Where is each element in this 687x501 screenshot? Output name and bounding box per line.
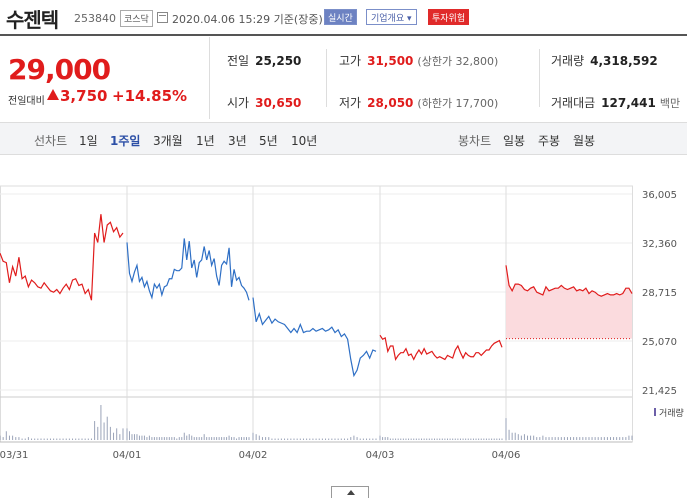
expand-chart-button[interactable] [331,486,369,498]
divider [539,49,540,107]
stat-high: 고가 31,500 (상한가 32,800) [339,52,498,69]
tab-monthly-candle[interactable]: 월봉 [573,134,596,148]
upper-limit: (상한가 32,800) [417,55,499,68]
stock-title-bar: 수젠텍 253840 코스닥 2020.04.06 15:29 기준(장중) 실… [0,0,687,36]
divider [326,49,327,107]
tab-1-week[interactable]: 1주일 [110,134,141,148]
x-tick-label: 04/03 [366,450,395,461]
stat-label: 저가 [339,96,362,110]
y-tick-label: 28,715 [642,288,677,299]
stock-code: 253840 [74,12,116,25]
stat-label: 시가 [227,96,250,110]
chart-period-tabs: 선차트 1일 1주일 3개월 1년 3년 5년 10년 봉차트 일봉 주봉 월봉 [0,122,687,155]
stat-value: 127,441 [601,96,656,110]
x-tick-label: 03/31 [0,450,28,461]
x-tick-label: 04/01 [113,450,142,461]
y-tick-label: 21,425 [642,386,677,397]
timestamp: 2020.04.06 15:29 기준(장중) [172,13,323,26]
stat-value: 4,318,592 [590,54,658,68]
tab-1-year[interactable]: 1년 [196,134,215,148]
stat-label: 거래대금 [551,96,596,110]
stat-value: 28,050 [367,96,414,110]
change-amount: 3,750 [60,87,108,105]
tab-weekly-candle[interactable]: 주봉 [538,134,561,148]
tab-3-year[interactable]: 3년 [228,134,247,148]
stat-low: 저가 28,050 (하한가 17,700) [339,94,498,111]
market-badge: 코스닥 [120,10,153,27]
y-tick-label: 32,360 [642,239,677,250]
volume-legend-label: 거래량 [659,407,684,419]
tab-daily-candle[interactable]: 일봉 [503,134,526,148]
line-chart-label: 선차트 [34,134,68,148]
triangle-up-icon [47,89,59,100]
stat-value: 31,500 [367,54,414,68]
price-line-04-06 [505,265,633,297]
stat-prev-close: 전일 25,250 [227,52,301,69]
price-line-04-01 [126,238,250,301]
tab-10-year[interactable]: 10년 [291,134,318,148]
calendar-icon [157,12,168,23]
stat-value: 30,650 [255,96,302,110]
current-price: 29,000 [8,53,111,86]
stat-volume: 거래량 4,318,592 [551,52,658,69]
stat-open: 시가 30,650 [227,94,301,111]
y-tick-label: 36,005 [642,190,677,201]
amount-unit: 백만 [659,97,681,110]
today-area-fill [506,265,632,339]
stat-label: 전일 [227,54,250,68]
price-line-04-03 [379,334,503,362]
company-overview-dropdown[interactable]: 기업개요 ▾ [366,9,417,25]
stat-label: 고가 [339,54,362,68]
y-tick-label: 25,070 [642,337,677,348]
change-label: 전일대비 [8,96,45,107]
candle-chart-label: 봉차트 [458,134,492,148]
stat-value: 25,250 [255,54,302,68]
realtime-button[interactable]: 실시간 [324,9,357,25]
investment-warning-badge[interactable]: 투자위험 [428,9,470,25]
tab-3-month[interactable]: 3개월 [153,134,183,148]
price-stats: 전일 25,250 시가 30,650 고가 31,500 (상한가 32,800) 저… [211,37,687,119]
change-percent: +14.85% [112,87,188,105]
tab-1-day[interactable]: 1일 [79,134,98,148]
stat-trade-amount: 거래대금 127,441 백만 [551,94,680,111]
price-chart[interactable]: 36,005 32,360 28,715 25,070 21,425 03/31 04/01… [0,165,687,485]
stat-label: 거래량 [551,54,585,68]
price-line-04-02 [252,297,377,378]
volume-legend-swatch [654,408,656,416]
stock-name: 수젠텍 [6,8,59,32]
tab-5-year[interactable]: 5년 [259,134,278,148]
lower-limit: (하한가 17,700) [417,97,499,110]
x-tick-label: 04/02 [239,450,268,461]
price-line-03-31 [0,214,124,301]
price-summary: 29,000 전일대비 3,750 +14.85% [0,37,210,119]
x-tick-label: 04/06 [492,450,521,461]
